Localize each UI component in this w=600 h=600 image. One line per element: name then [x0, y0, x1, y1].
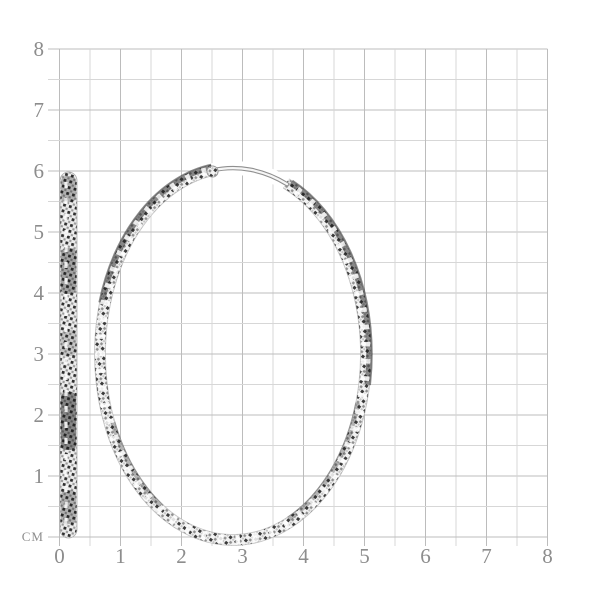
x-axis-label-6: 6: [420, 544, 431, 568]
x-axis-label-4: 4: [298, 544, 309, 568]
hoop-earring-side-view: [59, 171, 78, 539]
unit-label-cm: СМ: [21, 529, 44, 544]
x-axis-label-1: 1: [115, 544, 126, 568]
x-axis-label-8: 8: [542, 544, 553, 568]
x-axis-label-3: 3: [237, 544, 248, 568]
x-axis-label-5: 5: [359, 544, 370, 568]
ruler-grid: [48, 48, 548, 546]
hoop-earring-front-view: [95, 163, 372, 546]
y-axis-label-7: 7: [33, 98, 45, 122]
y-axis-label-2: 2: [33, 403, 45, 427]
y-axis-label-4: 4: [33, 281, 45, 305]
x-axis-label-7: 7: [481, 544, 492, 568]
y-axis-label-3: 3: [33, 342, 45, 366]
y-axis-label-5: 5: [33, 220, 45, 244]
clasp-tube-end: [206, 165, 219, 178]
x-axis-label-0: 0: [54, 544, 65, 568]
y-axis-label-8: 8: [33, 37, 45, 61]
y-axis-label-6: 6: [33, 159, 45, 183]
clasp-wire: [206, 165, 290, 187]
y-axis-label-1: 1: [33, 464, 45, 488]
x-axis-label-2: 2: [176, 544, 187, 568]
